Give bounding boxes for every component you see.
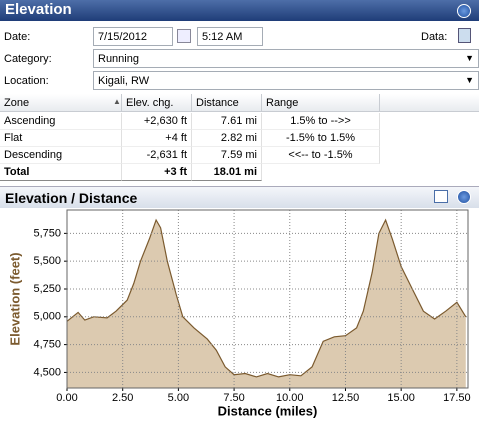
data-label: Data: [421,31,448,43]
layout-button[interactable] [434,190,448,203]
date-value: 7/15/2012 [98,31,147,43]
x-tick-label: 15.00 [387,392,415,404]
table-cell: +4 ft [122,130,192,147]
data-button[interactable] [458,28,471,43]
area-line [66,218,467,378]
table-cell: Descending [0,147,122,164]
y-tick-label: 4,500 [33,366,61,378]
location-label: Location: [4,75,49,87]
dropdown-arrow: ▼ [465,53,474,63]
y-tick-label: 5,000 [33,311,61,323]
chart-title: Elevation / Distance [5,190,138,206]
time-value: 5:12 AM [202,31,243,43]
calendar-button[interactable] [177,29,191,43]
table-cell: Ascending [0,113,122,130]
panel-header: Elevation [0,0,479,21]
table-cell: +3 ft [122,164,192,181]
time-input[interactable]: 5:12 AM [197,27,263,46]
table-cell: 7.61 mi [192,113,262,130]
area [67,220,466,388]
column-header[interactable]: Range [262,94,380,112]
date-input[interactable]: 7/15/2012 [93,27,173,46]
date-label: Date: [4,31,31,43]
x-tick-label: 7.50 [223,392,244,404]
x-tick-label: 2.50 [112,392,133,404]
category-value: Running [98,53,139,65]
table-cell: 18.01 mi [192,164,262,181]
y-tick-label: 5,500 [33,255,61,267]
y-tick-label: 5,250 [33,283,61,295]
dropdown-arrow: ▼ [465,75,474,85]
table-cell: -2,631 ft [122,147,192,164]
table-cell: +2,630 ft [122,113,192,130]
chart: 4,500 4,750 5,000 5,250 5,500 5,750 0.00 2.50 5.… [7,209,471,418]
location-dropdown[interactable]: Kigali, RW ▼ [93,71,479,90]
x-tick-label: 10.00 [276,392,304,404]
chart-menu-button[interactable] [457,190,471,204]
y-axis-label: Elevation (feet) [7,252,22,345]
table-cell: <<-- to -1.5% [262,147,380,164]
panel-title: Elevation [5,1,72,18]
column-header[interactable]: Zone [0,94,122,112]
category-dropdown[interactable]: Running ▼ [93,49,479,68]
x-axis-label: Distance (miles) [218,403,318,418]
x-tick-label: 12.50 [332,392,360,404]
plot-border [66,209,469,389]
zone-table: Zone Elev. chg. Distance Range ▲ Ascending +2,… [0,0,479,182]
table-cell: Flat [0,130,122,147]
panel-menu-button[interactable] [457,4,471,18]
y-tick-label: 5,750 [33,227,61,239]
chart-header: Elevation / Distance [0,186,479,208]
table-cell: 2.82 mi [192,130,262,147]
location-value: Kigali, RW [98,75,150,87]
x-tick-label: 5.00 [168,392,189,404]
sort-arrow: ▲ [113,97,121,106]
x-tick-label: 0.00 [56,392,77,404]
table-bg [380,94,479,112]
category-label: Category: [4,53,52,65]
column-header[interactable]: Distance [192,94,262,112]
table-cell: 1.5% to -->> [262,113,380,130]
table-cell: 7.59 mi [192,147,262,164]
table-cell: -1.5% to 1.5% [262,130,380,147]
x-tick-label: 17.50 [443,392,471,404]
table-cell: Total [0,164,122,181]
column-header[interactable]: Elev. chg. [122,94,192,112]
y-tick-label: 4,750 [33,339,61,351]
